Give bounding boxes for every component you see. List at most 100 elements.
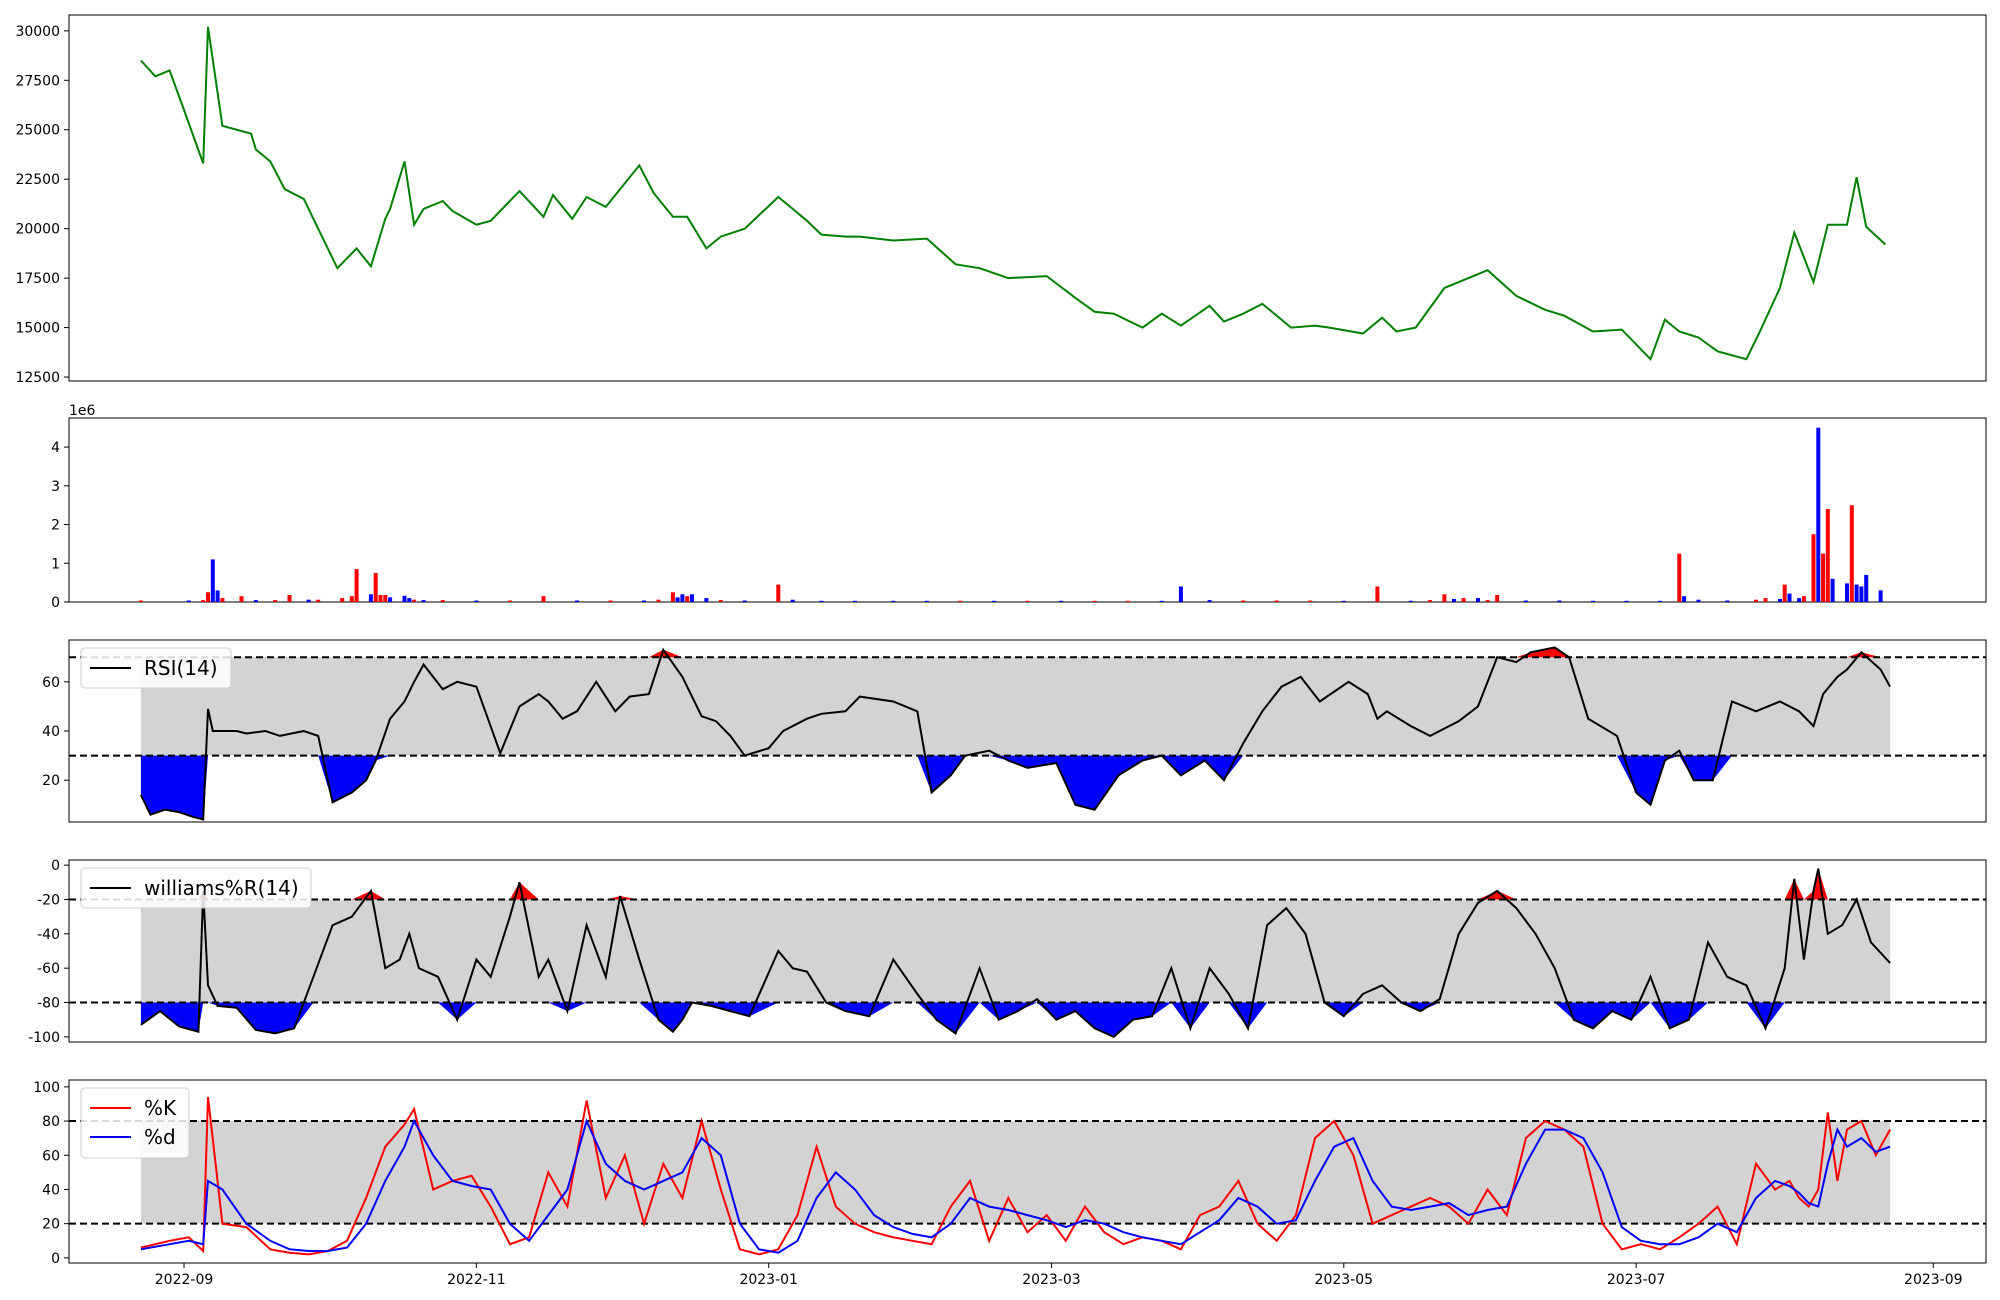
- volume-bar: [1495, 595, 1500, 602]
- volume-bar: [388, 597, 393, 602]
- volume-bar: [1782, 584, 1787, 602]
- stochastic-legend-box: [80, 1087, 190, 1159]
- volume-bar: [373, 572, 378, 602]
- rsi-panel: 20 40 60 RSI(14): [42, 639, 1987, 823]
- volume-bar: [412, 599, 417, 602]
- volume-bar: [680, 594, 685, 602]
- rsi-overbought-fill: [140, 647, 1891, 658]
- volume-bar: [685, 596, 690, 602]
- volume-bar: [1801, 596, 1806, 602]
- williams-ytick-label: -100: [28, 1030, 60, 1046]
- volume-bar: [1811, 534, 1816, 602]
- stochastic-ytick-label: 0: [51, 1251, 60, 1267]
- x-tick-label: 2023-01: [739, 1272, 798, 1288]
- volume-bar: [1682, 596, 1687, 602]
- volume-bar: [1341, 600, 1346, 602]
- volume-bar: [1207, 600, 1212, 602]
- volume-bar: [215, 590, 220, 602]
- volume-bar: [1677, 553, 1682, 602]
- volume-bar: [541, 596, 546, 602]
- price-ytick-label: 12500: [15, 370, 60, 386]
- volume-panel: 0 1 2 3 4 1e6: [51, 403, 1987, 611]
- price-ytick-label: 30000: [15, 24, 60, 40]
- rsi-oversold-fill: [140, 755, 1891, 820]
- volume-multiplier: 1e6: [69, 403, 96, 419]
- volume-bar: [378, 595, 383, 602]
- rsi-ytick-label: 20: [42, 773, 60, 789]
- volume-bar: [1658, 600, 1663, 602]
- rsi-legend-label: RSI(14): [144, 656, 218, 680]
- volume-bar: [1725, 600, 1730, 602]
- volume-bar: [383, 595, 388, 602]
- volume-bar: [704, 598, 709, 602]
- stochastic-d-line: [140, 1118, 1891, 1254]
- volume-bar: [1375, 586, 1380, 602]
- rsi-legend-box: [80, 647, 232, 689]
- williams-oversold-fill: [140, 1002, 1891, 1037]
- volume-bar: [273, 600, 278, 602]
- stochastic-ytick-label: 60: [42, 1148, 60, 1164]
- volume-bar: [1854, 584, 1859, 602]
- stochastic-panel: 0 20 40 60 80 100 %K %d: [33, 1079, 1987, 1267]
- volume-ytick-label: 4: [51, 440, 60, 456]
- volume-bar: [220, 598, 225, 602]
- x-axis: 2022-09 2022-11 2023-01 2023-03 2023-05 2023-…: [155, 1263, 1963, 1288]
- price-ytick-label: 22500: [15, 172, 60, 188]
- volume-bar: [891, 600, 896, 602]
- williams-ytick-label: -20: [37, 892, 60, 908]
- price-ytick-label: 25000: [15, 123, 60, 139]
- williams-ytick-label: -60: [37, 961, 60, 977]
- stochastic-ytick-label: 20: [42, 1217, 60, 1233]
- volume-bar: [1092, 600, 1097, 602]
- volume-ytick-label: 3: [51, 479, 60, 495]
- volume-bar: [1428, 600, 1433, 602]
- williams-ytick-label: -40: [37, 927, 60, 943]
- stochastic-frame: [68, 1079, 1987, 1264]
- price-ytick-label: 27500: [15, 73, 60, 89]
- volume-bar: [1849, 505, 1854, 602]
- volume-bar: [718, 600, 723, 602]
- volume-bar: [349, 596, 354, 602]
- williams-legend-label: williams%R(14): [144, 876, 299, 900]
- price-ytick-label: 20000: [15, 222, 60, 238]
- price-ytick-label: 17500: [15, 271, 60, 287]
- volume-bar: [306, 599, 311, 602]
- volume-bar: [992, 600, 996, 602]
- volume-bar: [1274, 600, 1279, 602]
- volume-bar: [575, 600, 579, 602]
- volume-bar: [924, 600, 929, 602]
- volume-bar: [1461, 598, 1466, 602]
- rsi-ytick-label: 40: [42, 724, 60, 740]
- price-line: [140, 26, 1887, 362]
- volume-bar: [368, 594, 373, 602]
- volume-bar: [1816, 427, 1821, 602]
- rsi-ytick-label: 60: [42, 675, 60, 691]
- williams-legend: williams%R(14): [80, 867, 312, 909]
- volume-bar: [316, 599, 321, 602]
- volume-bar: [1308, 600, 1313, 602]
- stochastic-ytick-label: 80: [42, 1114, 60, 1130]
- volume-bar: [1442, 594, 1447, 602]
- stochastic-legend: %K %d: [80, 1087, 190, 1159]
- stochastic-ytick-label: 100: [33, 1080, 60, 1096]
- x-tick-label: 2023-03: [1022, 1272, 1081, 1288]
- volume-bar: [1624, 600, 1629, 602]
- x-tick-label: 2023-09: [1904, 1272, 1963, 1288]
- volume-bar: [642, 600, 647, 602]
- volume-bar: [1763, 598, 1768, 602]
- rsi-band: [140, 657, 1891, 756]
- volume-bar: [1787, 593, 1792, 602]
- volume-bar: [507, 600, 512, 602]
- volume-bar: [1696, 599, 1701, 602]
- volume-bar: [1059, 600, 1063, 602]
- williams-ytick-label: 0: [51, 858, 60, 874]
- volume-ytick-label: 0: [51, 595, 60, 611]
- volume-bar: [1864, 574, 1869, 602]
- volume-bar: [138, 600, 143, 602]
- volume-bar: [354, 569, 359, 602]
- volume-bar: [402, 595, 407, 602]
- stochastic-legend-label: %d: [144, 1125, 176, 1149]
- volume-bar: [1825, 509, 1830, 602]
- volume-bar: [1452, 598, 1456, 602]
